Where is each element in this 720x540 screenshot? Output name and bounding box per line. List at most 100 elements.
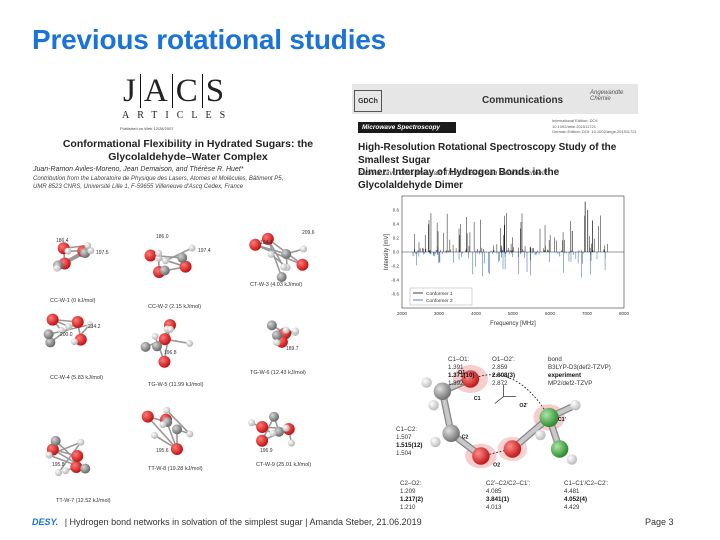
atom-label: O1 bbox=[458, 370, 465, 376]
jacs-logo: J A C S ARTICLES bbox=[120, 74, 246, 124]
atom bbox=[158, 355, 171, 368]
edition-line: International Edition: DOI: 10.1002/anie… bbox=[552, 118, 598, 129]
angewandte-logo: Angewandte Chemie bbox=[590, 90, 624, 102]
section-title: Communications bbox=[482, 95, 564, 106]
atom bbox=[280, 263, 288, 271]
distance-label: 195.8 bbox=[52, 462, 65, 468]
atom bbox=[141, 410, 154, 423]
angewandte-paper-panel: GDCh Communications Angewandte Chemie Mi… bbox=[352, 82, 638, 520]
bond bbox=[166, 409, 191, 435]
atom bbox=[74, 333, 87, 346]
gdch-logo: GDCh bbox=[354, 90, 382, 112]
contrib-line: Contribution from the Laboratoire de Phy… bbox=[33, 176, 284, 182]
table-col-c1o1: C1–O1: 1.391 1.371(10) 1.392 bbox=[448, 356, 475, 388]
jacs-articles: ARTICLES bbox=[122, 110, 234, 121]
jacs-paper-panel: J A C S ARTICLES Published on Web 12/28/… bbox=[28, 70, 348, 522]
atom-label: O2 bbox=[493, 463, 500, 469]
atom bbox=[140, 341, 151, 352]
table-cell: 1.507 bbox=[396, 434, 412, 441]
atom bbox=[261, 232, 274, 245]
structure-label: TG-W-5 (11.99 kJ/mol) bbox=[148, 382, 204, 388]
atom bbox=[155, 249, 163, 257]
distance-label: 186.0 bbox=[156, 234, 169, 240]
atom bbox=[256, 420, 269, 433]
left-paper-title: Conformational Flexibility in Hydrated S… bbox=[38, 138, 338, 164]
atom bbox=[71, 449, 84, 462]
x-axis-label: Frequency [MHz] bbox=[490, 321, 536, 327]
table-cell: 3.841(1) bbox=[486, 496, 510, 503]
atom bbox=[170, 443, 183, 456]
atom bbox=[50, 435, 61, 446]
distance-label: 209.6 bbox=[302, 230, 315, 236]
table-cell: 1.371(10) bbox=[448, 372, 475, 379]
atom bbox=[155, 254, 163, 262]
rotational-spectrum-chart: 2000 3000 4000 5000 6000 7000 8000 0.6 0.4 0.2 0.0… bbox=[384, 195, 630, 327]
atom bbox=[266, 320, 277, 331]
table-cell: 4.481 bbox=[564, 488, 580, 495]
table-cell: 4.085 bbox=[486, 488, 502, 495]
atom bbox=[61, 467, 69, 475]
jacs-letter: J bbox=[120, 74, 141, 108]
left-title-line: Conformational Flexibility in Hydrated S… bbox=[62, 138, 314, 150]
x-tick-label: 7000 bbox=[582, 311, 593, 316]
table-cell: 1.515(12) bbox=[396, 442, 423, 449]
distance-label: 200.0 bbox=[60, 332, 73, 338]
atom bbox=[45, 337, 56, 348]
atom bbox=[186, 430, 194, 438]
table-cell: 1.391 bbox=[448, 364, 464, 371]
distance-label: 197.4 bbox=[198, 248, 211, 254]
right-authors: Sabrina Zinn, Chris Medcraft, Thomas Bet… bbox=[358, 170, 548, 177]
table-cell: 2.808(3) bbox=[492, 372, 516, 379]
right-title-line: High-Resolution Rotational Spectroscopy … bbox=[358, 142, 617, 166]
structure-label: TG-W-6 (12.43 kJ/mol) bbox=[250, 370, 306, 376]
atom bbox=[161, 257, 169, 265]
x-tick-label: 8000 bbox=[619, 311, 630, 316]
table-header: O1–O2': bbox=[492, 356, 515, 363]
atom-label: C1 bbox=[474, 396, 481, 402]
atom bbox=[70, 338, 78, 346]
atom bbox=[188, 244, 196, 252]
right-title-line: Dimer: Interplay of Hydrogen Bonds in th… bbox=[358, 167, 560, 191]
left-title-line: Glycolaldehyde–Water Complex bbox=[108, 151, 268, 163]
atom bbox=[151, 341, 162, 352]
table-col-c2o2: C2–O2: 1.209 1.217(2) 1.210 bbox=[400, 480, 423, 512]
table-cell: 1.210 bbox=[400, 504, 416, 511]
table-col-c1c1: C1–C1'/C2–C2': 4.481 4.052(4) 4.429 bbox=[564, 480, 608, 512]
atom bbox=[65, 322, 73, 330]
atom bbox=[55, 469, 63, 477]
atom bbox=[179, 260, 192, 273]
atom bbox=[292, 327, 300, 335]
atom bbox=[172, 424, 183, 435]
distance-label: 197.5 bbox=[96, 250, 109, 256]
page-number: Page 3 bbox=[645, 517, 674, 527]
atom bbox=[163, 406, 171, 414]
structure-label: CC-W-1 (0 kJ/mol) bbox=[50, 298, 96, 304]
structure-label: CC-W-4 (5.83 kJ/mol) bbox=[50, 375, 104, 381]
atom bbox=[53, 264, 61, 272]
atom bbox=[281, 248, 292, 259]
molecule-structures bbox=[43, 232, 309, 477]
bond bbox=[254, 244, 303, 266]
atom-label: C1' bbox=[558, 417, 566, 423]
x-tick-label: 5000 bbox=[508, 311, 519, 316]
x-tick-label: 2000 bbox=[397, 311, 408, 316]
atom bbox=[186, 339, 194, 347]
table-header: bond bbox=[548, 356, 562, 363]
jacs-letter: C bbox=[173, 74, 203, 108]
chart-legend: Conformer 1 Conformer 2 bbox=[409, 287, 473, 306]
table-cell: 4.052(4) bbox=[564, 496, 588, 503]
communications-header-bar bbox=[352, 84, 638, 114]
table-col-method: bond B3LYP-D3(def2-TZVP) experiment MP2/… bbox=[548, 356, 611, 388]
table-row-label: MP2/def2-TZVP bbox=[548, 380, 593, 387]
y-tick-label: 0.2 bbox=[393, 236, 400, 241]
axis-glyph-icon bbox=[494, 384, 516, 404]
bond bbox=[57, 441, 82, 474]
atom bbox=[159, 265, 170, 276]
atom bbox=[45, 451, 53, 459]
slide-title: Previous rotational studies bbox=[32, 24, 387, 55]
table-header: C1–C1'/C2–C2': bbox=[564, 480, 609, 487]
table-header: C2–O2: bbox=[400, 480, 422, 487]
table-col-c1c2: C1–C2: 1.507 1.515(12) 1.504 bbox=[396, 426, 423, 458]
atom-label: C2 bbox=[462, 435, 469, 441]
y-axis-label: Intensity [mV] bbox=[384, 234, 390, 271]
